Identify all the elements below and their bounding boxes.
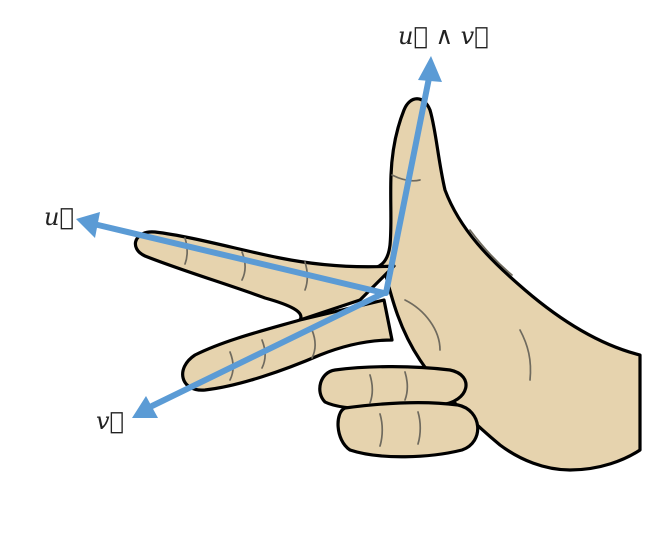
vector-u-head	[76, 212, 100, 238]
cross-product-label: u⃗ ∧ v⃗	[398, 22, 489, 50]
vector-v-head	[132, 396, 158, 418]
palm-crease-2	[519, 329, 532, 381]
vector-u-shaft	[95, 222, 387, 296]
vector-v-label: v⃗	[96, 407, 124, 435]
middle-crease-2	[261, 339, 266, 369]
little-crease-2	[417, 411, 422, 445]
vector-uv-shaft	[383, 75, 432, 296]
little-finger-shape	[336, 401, 480, 459]
index-crease-1	[184, 237, 189, 265]
vector-u-label: u⃗	[44, 203, 74, 231]
middle-crease-3	[311, 329, 316, 359]
vector-v-shaft	[149, 290, 387, 409]
ring-crease-1	[369, 374, 374, 404]
ring-crease-2	[404, 371, 409, 401]
palm-crease-1	[404, 299, 441, 351]
little-crease-1	[379, 413, 384, 447]
index-crease-2	[241, 251, 246, 281]
vector-uv-head	[418, 56, 442, 82]
palm-crease-3	[469, 229, 513, 276]
index-finger-shape	[133, 230, 396, 322]
vector-arrows	[76, 56, 442, 418]
